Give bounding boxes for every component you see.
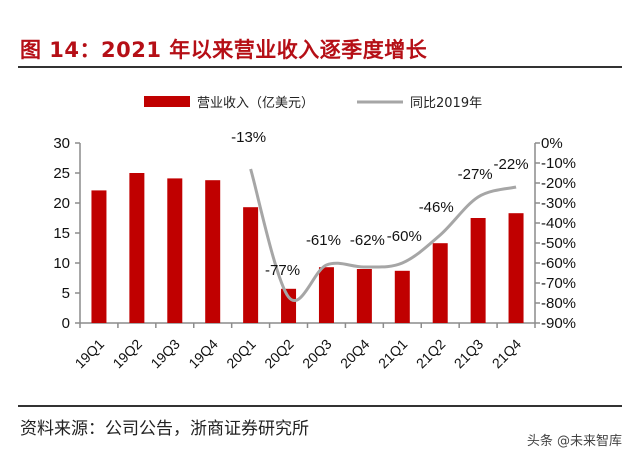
watermark: 头条 @未来智库: [526, 434, 622, 449]
legend: 营业收入（亿美元） 同比2019年: [144, 96, 482, 111]
left-tick-label: 20: [53, 195, 70, 212]
right-tick-label: -90%: [541, 315, 576, 332]
legend-bar-label: 营业收入（亿美元）: [197, 96, 314, 111]
data-label-20Q4: -62%: [350, 232, 385, 249]
left-tick-label: 30: [53, 135, 70, 152]
chart-title: 图 14：2021 年以来营业收入逐季度增长: [20, 38, 428, 62]
category-label: 20Q1: [223, 336, 259, 372]
right-tick-label: 0%: [541, 135, 563, 152]
data-label-21Q2: -46%: [419, 199, 454, 216]
bar-19Q4: [205, 180, 221, 323]
right-tick-label: -30%: [541, 195, 576, 212]
legend-bar-swatch: [144, 96, 190, 107]
bar-19Q1: [91, 190, 107, 323]
source-note: 资料来源：公司公告，浙商证券研究所: [20, 419, 309, 439]
bar-21Q3: [470, 218, 486, 323]
bar-20Q2: [281, 288, 297, 323]
right-tick-label: -10%: [541, 155, 576, 172]
bar-21Q1: [394, 270, 410, 323]
category-label: 21Q3: [451, 336, 487, 372]
footer-divider: [18, 405, 622, 407]
data-label-21Q4: -22%: [494, 156, 529, 173]
data-label-21Q3: -27%: [458, 166, 493, 183]
right-tick-label: -70%: [541, 275, 576, 292]
bar-21Q4: [508, 213, 524, 323]
legend-line-label: 同比2019年: [410, 96, 482, 111]
left-tick-label: 0: [62, 315, 70, 332]
left-tick-label: 15: [53, 225, 70, 242]
data-label-20Q3: -61%: [306, 232, 341, 249]
data-label-21Q1: -60%: [387, 228, 422, 245]
left-tick-label: 10: [53, 255, 70, 272]
category-label: 19Q2: [109, 336, 145, 372]
category-label: 20Q3: [299, 336, 335, 372]
category-label: 21Q1: [375, 336, 411, 372]
category-label: 20Q4: [337, 336, 373, 372]
category-label: 20Q2: [261, 336, 297, 372]
data-label-20Q2: -77%: [265, 262, 300, 279]
right-tick-label: -40%: [541, 215, 576, 232]
right-tick-label: -80%: [541, 295, 576, 312]
right-tick-label: -20%: [541, 175, 576, 192]
bar-19Q3: [167, 178, 183, 323]
category-label: 21Q2: [413, 336, 449, 372]
left-tick-label: 5: [62, 285, 70, 302]
right-tick-label: -50%: [541, 235, 576, 252]
data-label-20Q1: -13%: [231, 129, 266, 146]
bar-20Q3: [318, 267, 334, 323]
right-tick-label: -60%: [541, 255, 576, 272]
category-label: 19Q1: [72, 336, 108, 372]
category-label: 19Q4: [185, 336, 221, 372]
category-label: 21Q4: [489, 336, 525, 372]
line-series-yoy-2019: [249, 168, 517, 302]
bar-21Q2: [432, 243, 448, 323]
bar-20Q4: [356, 269, 372, 323]
chart: 营业收入（亿美元） 同比2019年 0 5 10 15 20 25 30 0% -10% -20%…: [53, 96, 576, 372]
category-label: 19Q3: [147, 336, 183, 372]
title-divider: [18, 66, 622, 68]
bar-20Q1: [243, 207, 259, 323]
bar-19Q2: [129, 173, 145, 323]
left-tick-label: 25: [53, 165, 70, 182]
